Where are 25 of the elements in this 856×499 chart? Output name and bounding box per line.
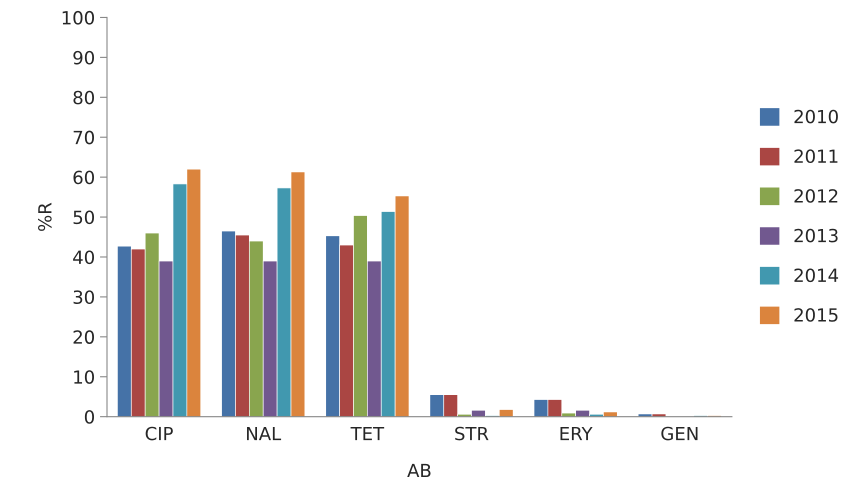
x-tick-label: NAL [247, 426, 282, 440]
legend-label: 2014 [794, 268, 838, 282]
x-axis-title: AB [407, 464, 431, 478]
y-tick-label: 50 [74, 210, 94, 224]
y-tick-label: 0 [84, 410, 94, 424]
y-tick-label: 70 [74, 130, 94, 144]
legend-label: 2013 [794, 228, 838, 242]
x-tick-label: STR [455, 426, 489, 440]
y-tick-label: 30 [74, 290, 94, 304]
y-tick-label: 90 [73, 50, 94, 64]
legend-label: 2012 [794, 189, 838, 203]
y-tick-label: 60 [73, 170, 94, 184]
x-tick-label: GEN [661, 426, 698, 440]
legend-label: 2010 [794, 110, 838, 124]
y-tick-label: 80 [73, 90, 94, 104]
y-tick-label: 40 [73, 250, 94, 264]
x-tick-label: ERY [560, 426, 593, 440]
y-tick-label: 100 [62, 10, 94, 25]
x-tick-label: TET [350, 426, 384, 440]
y-tick-label: 10 [74, 370, 94, 384]
legend-label: 2011 [794, 149, 838, 164]
y-tick-label: 20 [74, 330, 94, 344]
x-tick-label: CIP [146, 426, 173, 440]
y-axis-title: %R [38, 202, 52, 231]
legend-label: 2015 [794, 308, 838, 322]
